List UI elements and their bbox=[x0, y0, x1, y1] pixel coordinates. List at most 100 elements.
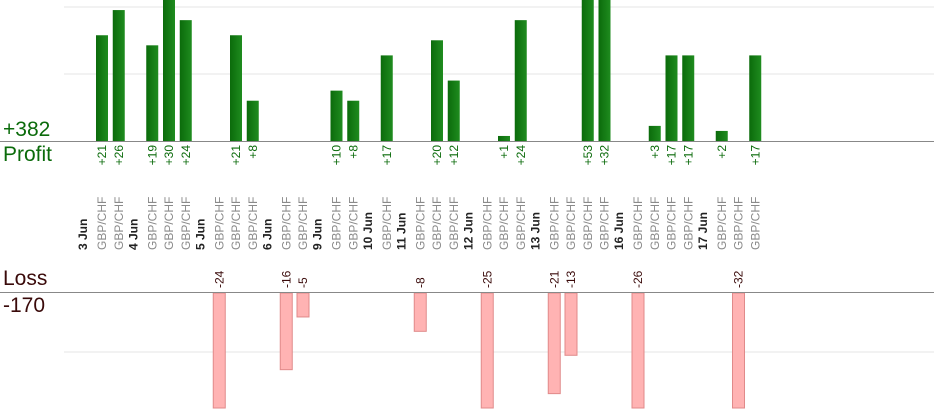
profit-bar bbox=[330, 90, 343, 141]
loss-value-label: -8 bbox=[413, 277, 427, 288]
profit-bar bbox=[380, 55, 393, 142]
profit-bar bbox=[598, 0, 611, 141]
loss-value-label: -24 bbox=[212, 270, 226, 288]
pair-label: GBP/CHF bbox=[212, 197, 226, 250]
pair-label: GBP/CHF bbox=[631, 197, 645, 250]
profit-bar bbox=[163, 0, 175, 141]
loss-value-label: -26 bbox=[631, 270, 645, 288]
date-label: 12 Jun bbox=[461, 212, 475, 250]
loss-bar bbox=[547, 292, 561, 395]
loss-label: Loss bbox=[3, 267, 48, 290]
loss-bar bbox=[480, 292, 494, 409]
loss-value-label: -5 bbox=[296, 277, 310, 288]
loss-bar bbox=[732, 292, 745, 409]
profit-value-label: +30 bbox=[162, 145, 176, 166]
pair-label: GBP/CHF bbox=[279, 197, 293, 250]
profit-bar bbox=[648, 125, 661, 141]
profit-bar bbox=[347, 100, 360, 141]
loss-total: -170 bbox=[3, 294, 46, 317]
profit-value-label: +12 bbox=[447, 145, 461, 166]
date-label: 4 Jun bbox=[126, 219, 140, 250]
bars bbox=[96, 0, 762, 409]
profit-bar bbox=[581, 0, 594, 141]
profit-bar bbox=[112, 10, 125, 142]
pair-label: GBP/CHF bbox=[581, 197, 595, 250]
profit-value-label: +19 bbox=[145, 145, 159, 166]
pair-label: GBP/CHF bbox=[598, 197, 612, 250]
pair-label: GBP/CHF bbox=[229, 197, 243, 250]
profit-bar bbox=[665, 55, 678, 142]
profit-value-label: +8 bbox=[346, 145, 360, 159]
profit-value-label: +21 bbox=[95, 145, 109, 166]
profit-value-label: +2 bbox=[715, 145, 729, 159]
profit-bar bbox=[96, 35, 108, 141]
profit-bar bbox=[230, 35, 242, 141]
profit-value-label: +53 bbox=[581, 145, 595, 166]
date-label: 5 Jun bbox=[193, 219, 207, 250]
profit-value-label: +32 bbox=[598, 145, 612, 166]
loss-value-label: -13 bbox=[564, 270, 578, 288]
profit-label: Profit bbox=[3, 143, 53, 166]
date-label: 9 Jun bbox=[311, 219, 325, 250]
grid-lines bbox=[64, 6, 934, 353]
pair-label: GBP/CHF bbox=[514, 197, 528, 250]
profit-value-label: +8 bbox=[246, 145, 260, 159]
pair-label: GBP/CHF bbox=[665, 197, 679, 250]
loss-value-label: -32 bbox=[732, 270, 746, 288]
loss-value-label: -25 bbox=[480, 270, 494, 288]
profit-bar bbox=[749, 55, 762, 142]
profit-total: +382 bbox=[3, 118, 51, 141]
profit-bar bbox=[179, 20, 192, 142]
pair-label: GBP/CHF bbox=[748, 197, 762, 250]
profit-bar bbox=[498, 135, 510, 141]
pair-label: GBP/CHF bbox=[430, 197, 444, 250]
profit-value-label: +17 bbox=[748, 145, 762, 166]
date-label: 11 Jun bbox=[394, 213, 408, 250]
pair-label: GBP/CHF bbox=[330, 197, 344, 250]
pair-label: GBP/CHF bbox=[179, 197, 193, 250]
profit-value-label: +26 bbox=[112, 145, 126, 166]
pair-label: GBP/CHF bbox=[413, 197, 427, 250]
date-label: 13 Jun bbox=[528, 212, 542, 250]
pair-label: GBP/CHF bbox=[145, 197, 159, 250]
pair-label: GBP/CHF bbox=[648, 197, 662, 250]
loss-bar bbox=[296, 292, 310, 318]
profit-value-label: +24 bbox=[514, 145, 528, 166]
profit-value-label: +24 bbox=[179, 145, 193, 166]
profit-value-label: +17 bbox=[681, 145, 695, 166]
profit-bar bbox=[431, 40, 443, 141]
profit-bar bbox=[447, 80, 460, 141]
profit-value-label: +20 bbox=[430, 145, 444, 166]
pair-label: GBP/CHF bbox=[296, 197, 310, 250]
pair-label: GBP/CHF bbox=[380, 197, 394, 250]
axes bbox=[0, 141, 934, 293]
pair-label: GBP/CHF bbox=[480, 197, 494, 250]
profit-bar bbox=[715, 130, 728, 141]
pair-label: GBP/CHF bbox=[95, 197, 109, 250]
pair-label: GBP/CHF bbox=[162, 197, 176, 250]
pair-label: GBP/CHF bbox=[447, 197, 461, 250]
date-label: 10 Jun bbox=[361, 212, 375, 250]
pair-label: GBP/CHF bbox=[112, 197, 126, 250]
profit-value-label: +3 bbox=[648, 145, 662, 159]
profit-bar bbox=[682, 55, 695, 142]
profit-value-label: +21 bbox=[229, 145, 243, 166]
loss-bar bbox=[564, 292, 578, 356]
pair-label: GBP/CHF bbox=[681, 197, 695, 250]
pair-label: GBP/CHF bbox=[564, 197, 578, 250]
profit-value-label: +10 bbox=[330, 145, 344, 166]
pair-label: GBP/CHF bbox=[346, 197, 360, 250]
date-label: 3 Jun bbox=[76, 219, 90, 250]
profit-bar bbox=[146, 45, 159, 142]
pair-label: GBP/CHF bbox=[547, 197, 561, 250]
pair-label: GBP/CHF bbox=[715, 197, 729, 250]
profit-bar bbox=[246, 100, 259, 141]
bar-labels: 3 Jun +21 GBP/CHF +26 GBP/CHF 4 Jun +19 GBP/CHF… bbox=[76, 145, 762, 288]
date-label: 6 Jun bbox=[260, 219, 274, 250]
pair-label: GBP/CHF bbox=[246, 197, 260, 250]
profit-value-label: +17 bbox=[380, 145, 394, 166]
loss-bar bbox=[279, 292, 293, 371]
date-label: 17 Jun bbox=[696, 212, 710, 250]
loss-bar bbox=[631, 292, 645, 409]
loss-value-label: -21 bbox=[547, 270, 561, 288]
